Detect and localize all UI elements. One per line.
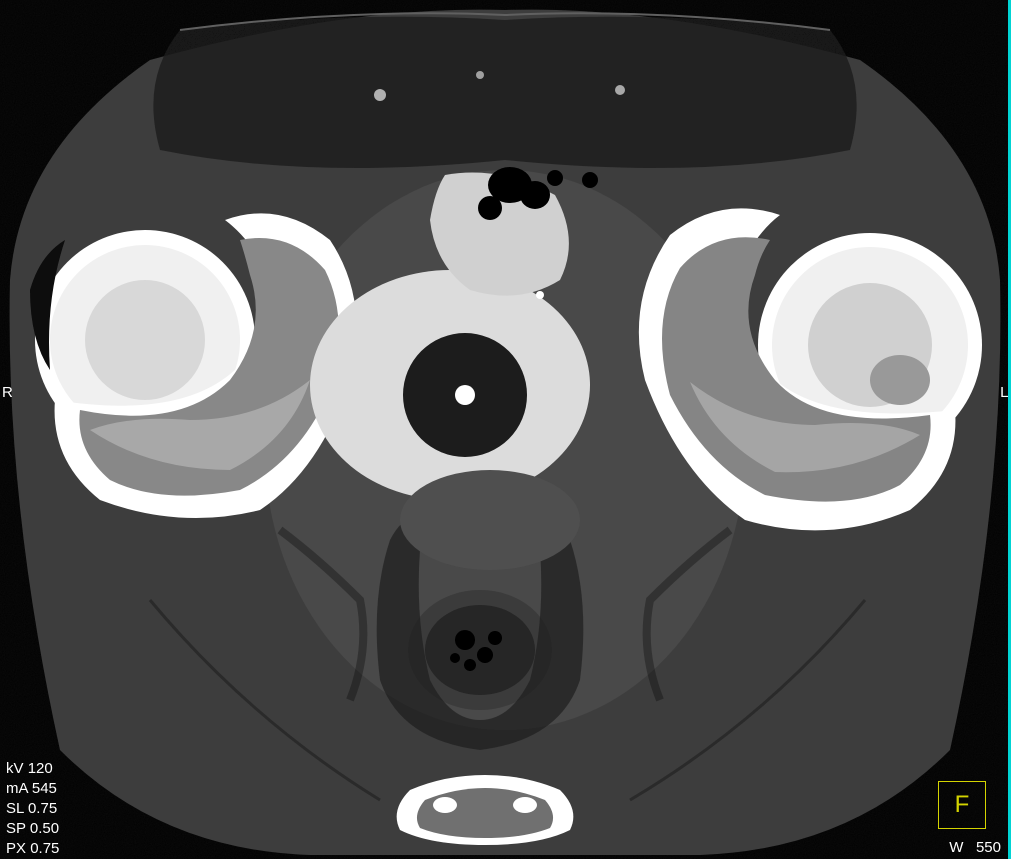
param-ma: mA 545	[6, 779, 59, 799]
orientation-indicator: F	[938, 781, 986, 829]
orientation-marker-left: L	[1000, 384, 1009, 401]
param-sl: SL 0.75	[6, 799, 59, 819]
acquisition-parameters: kV 120 mA 545 SL 0.75 SP 0.50 PX 0.75	[6, 759, 59, 859]
window-width-info: W 550	[949, 839, 1001, 856]
ct-scan-image	[0, 0, 1011, 859]
orientation-marker-right: R	[2, 384, 13, 401]
ct-scan-viewport[interactable]: R L kV 120 mA 545 SL 0.75 SP 0.50 PX 0.7…	[0, 0, 1011, 859]
param-sp: SP 0.50	[6, 819, 59, 839]
param-kv: kV 120	[6, 759, 59, 779]
param-px: PX 0.75	[6, 839, 59, 859]
